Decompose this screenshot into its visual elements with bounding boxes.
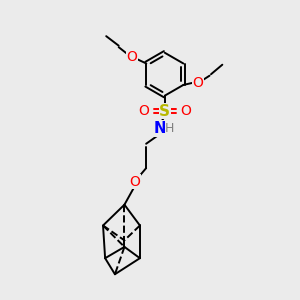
Text: O: O <box>192 76 203 89</box>
Text: O: O <box>180 104 191 118</box>
Text: S: S <box>159 103 170 118</box>
Text: O: O <box>127 50 137 64</box>
Text: N: N <box>154 121 167 136</box>
Text: O: O <box>129 175 140 188</box>
Text: O: O <box>139 104 149 118</box>
Text: H: H <box>165 122 175 135</box>
